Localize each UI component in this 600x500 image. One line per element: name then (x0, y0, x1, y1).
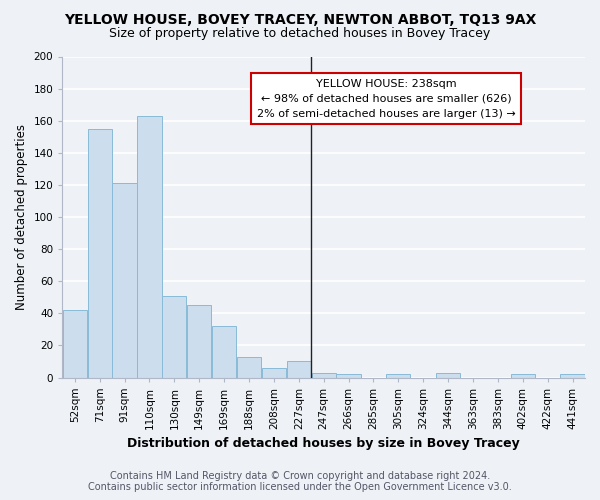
Bar (187, 306, 211, 378)
Bar (112, 184, 137, 378)
Bar (560, 374, 584, 378)
Bar (287, 362, 311, 378)
Bar (162, 296, 187, 378)
Bar (436, 372, 460, 378)
Text: Size of property relative to detached houses in Bovey Tracey: Size of property relative to detached ho… (109, 28, 491, 40)
Bar (311, 372, 336, 378)
Bar (212, 326, 236, 378)
Bar (262, 368, 286, 378)
Bar (511, 374, 535, 378)
Bar (63, 310, 87, 378)
Y-axis label: Number of detached properties: Number of detached properties (15, 124, 28, 310)
Text: Contains HM Land Registry data © Crown copyright and database right 2024.
Contai: Contains HM Land Registry data © Crown c… (88, 471, 512, 492)
Text: YELLOW HOUSE: 238sqm
← 98% of detached houses are smaller (626)
2% of semi-detac: YELLOW HOUSE: 238sqm ← 98% of detached h… (257, 79, 516, 118)
Bar (337, 374, 361, 378)
Bar (237, 356, 261, 378)
Bar (88, 128, 112, 378)
X-axis label: Distribution of detached houses by size in Bovey Tracey: Distribution of detached houses by size … (127, 437, 520, 450)
Text: YELLOW HOUSE, BOVEY TRACEY, NEWTON ABBOT, TQ13 9AX: YELLOW HOUSE, BOVEY TRACEY, NEWTON ABBOT… (64, 12, 536, 26)
Bar (137, 116, 161, 378)
Bar (386, 374, 410, 378)
